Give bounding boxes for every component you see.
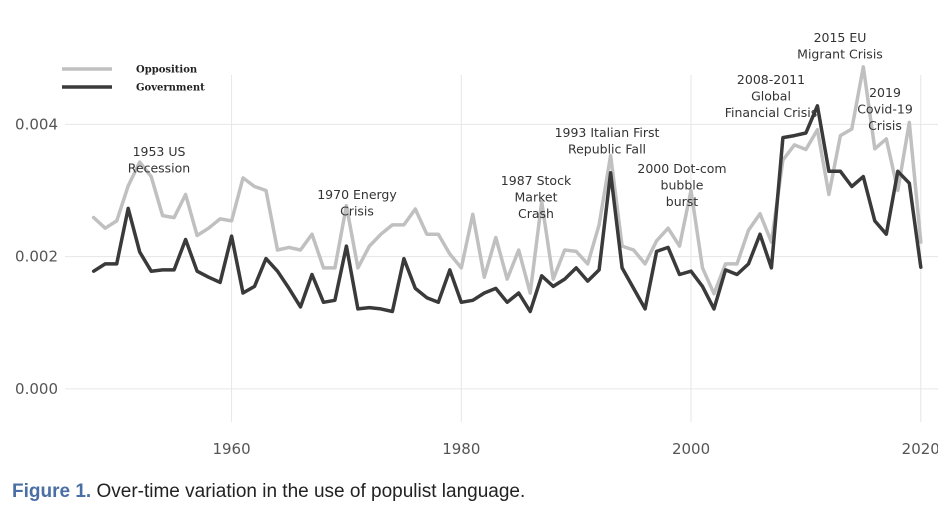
series-line-opposition: [91, 65, 923, 296]
x-tick-label: 1980: [442, 440, 480, 458]
annotation-line: Financial Crisis: [725, 105, 818, 120]
event-annotation-1953: 1953 US Recession: [128, 144, 190, 176]
annotation-line: Covid-19: [857, 102, 913, 117]
y-tick-label: 0.000: [15, 380, 58, 398]
x-tick-label: 2020: [902, 440, 938, 458]
annotation-line: 1987 Stock: [501, 173, 572, 188]
chart: 0.000 0.002 0.004 1960 1980 2000 2020 Oppositio…: [15, 30, 938, 458]
figure-caption: Figure 1. Over-time variation in the use…: [12, 481, 525, 503]
figure-caption-text: Over-time variation in the use of populi…: [96, 481, 526, 502]
event-annotation-2000: 2000 Dot-com bubble burst: [637, 161, 726, 209]
event-annotation-2019: 2019 Covid-19 Crisis: [857, 85, 913, 133]
annotation-line: bubble: [661, 178, 704, 193]
annotation-line: 2000 Dot-com: [637, 161, 726, 176]
annotation-line: 1993 Italian First: [555, 125, 660, 140]
annotation-line: 2008-2011: [737, 72, 805, 87]
annotation-line: Market: [515, 190, 558, 205]
annotation-line: 2015 EU: [814, 30, 867, 45]
annotation-line: Crash: [518, 206, 554, 221]
annotation-line: Global: [751, 89, 791, 104]
legend-label-opposition: Opposition: [136, 65, 198, 76]
figure-caption-label: Figure 1.: [12, 481, 92, 502]
x-tick-label: 1960: [212, 440, 250, 458]
event-annotation-1987: 1987 Stock Market Crash: [501, 173, 572, 221]
event-annotation-1993: 1993 Italian First Republic Fall: [555, 125, 660, 157]
annotation-line: Republic Fall: [568, 142, 646, 157]
annotation-line: Migrant Crisis: [797, 47, 883, 62]
annotation-line: 1970 Energy: [317, 187, 397, 202]
annotation-line: Crisis: [340, 204, 374, 219]
annotation-line: burst: [666, 194, 699, 209]
event-annotation-1970: 1970 Energy Crisis: [317, 187, 397, 219]
annotation-line: Recession: [128, 161, 190, 176]
annotation-line: 1953 US: [133, 144, 186, 159]
annotation-line: 2019: [869, 85, 901, 100]
event-annotation-2015: 2015 EU Migrant Crisis: [797, 30, 883, 62]
annotation-line: Crisis: [868, 118, 902, 133]
series-line-government: [91, 104, 923, 314]
x-tick-label: 2000: [672, 440, 710, 458]
event-annotation-2009: 2008-2011 Global Financial Crisis: [725, 72, 818, 120]
y-tick-label: 0.004: [15, 115, 58, 133]
y-tick-label: 0.002: [15, 248, 58, 266]
legend-label-government: Government: [136, 83, 205, 94]
